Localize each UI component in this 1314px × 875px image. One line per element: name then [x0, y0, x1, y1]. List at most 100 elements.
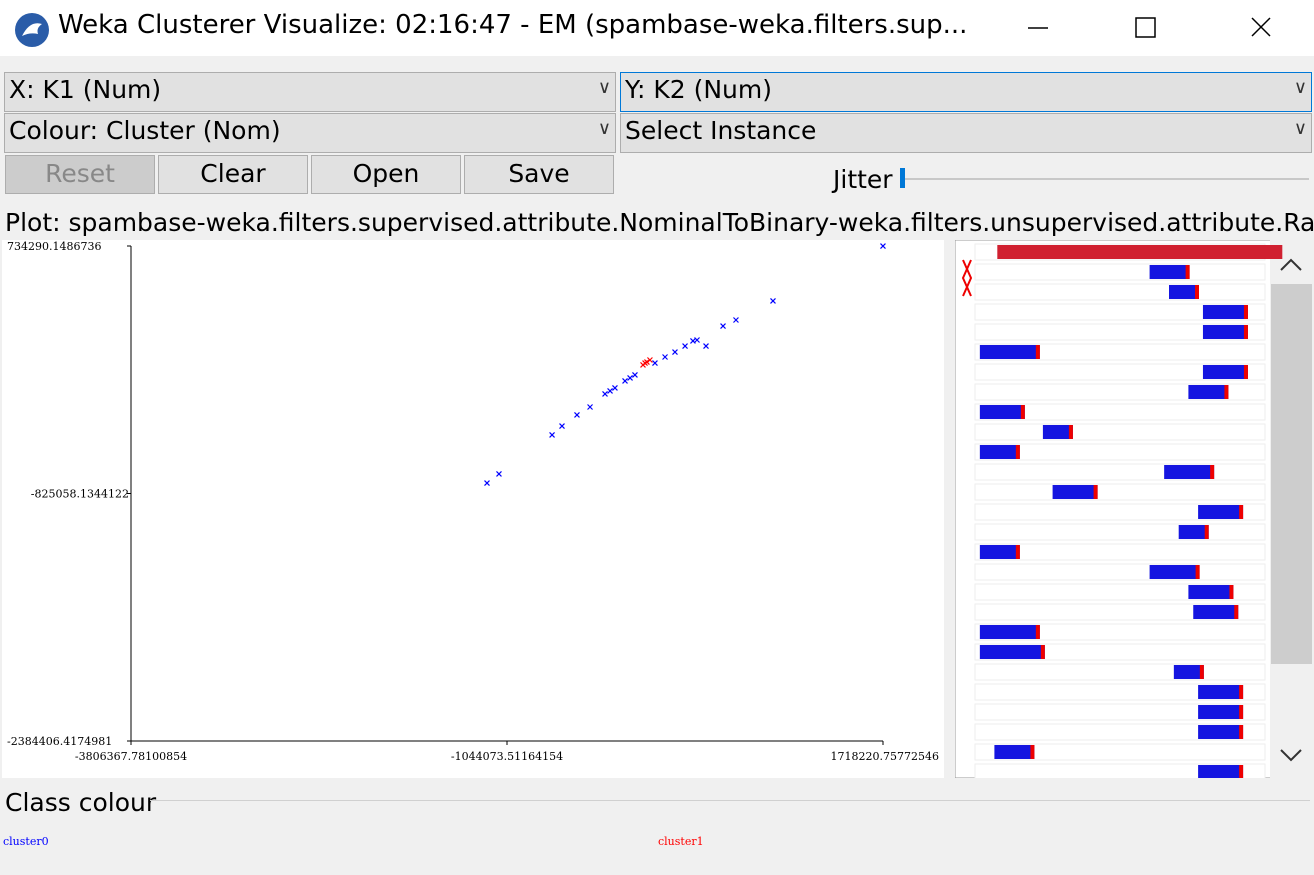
data-point: [484, 480, 490, 486]
strip-block: [979, 405, 1025, 419]
strip: [974, 763, 1266, 778]
data-point: [574, 411, 580, 418]
colour-select[interactable]: Colour: Cluster (Nom): [4, 113, 616, 153]
strip-edge: [1035, 345, 1040, 359]
attribute-panel: [955, 240, 1313, 778]
legend-panel: Class colour cluster0 cluster1: [0, 780, 1314, 875]
strip-block: [979, 445, 1020, 459]
strip: [974, 703, 1266, 721]
strip-block: [1202, 305, 1248, 319]
strip-edge: [1243, 305, 1248, 319]
reset-button[interactable]: Reset: [5, 155, 155, 194]
x-axis-select[interactable]: X: K1 (Num): [4, 72, 616, 112]
strip-block: [1188, 385, 1229, 399]
x-tick-label: -3806367.78100854: [75, 750, 187, 763]
strip-block: [979, 345, 1040, 359]
app-icon: [15, 13, 49, 47]
colour-text: Colour: Cluster (Nom): [9, 116, 281, 145]
data-point: [496, 471, 502, 477]
strip: [974, 723, 1266, 741]
strip-block: [979, 625, 1040, 639]
strip: [974, 663, 1266, 681]
strip-edge: [1015, 545, 1020, 559]
strip-block: [1202, 325, 1248, 339]
strip-block: [1042, 425, 1073, 439]
legend-entry[interactable]: cluster0: [3, 835, 49, 848]
x-axis-text: X: K1 (Num): [9, 75, 162, 104]
x-tick-label: -1044073.51164154: [451, 750, 563, 763]
clear-button[interactable]: Clear: [158, 155, 308, 194]
strip-edge: [1239, 705, 1244, 719]
strip-edge: [1239, 505, 1244, 519]
strip-edge: [1229, 585, 1234, 599]
strip-block: [997, 245, 1283, 259]
strip-edge: [1020, 405, 1025, 419]
data-point: [607, 388, 613, 394]
legend-entry[interactable]: cluster1: [658, 835, 704, 848]
title-bar: Weka Clusterer Visualize: 02:16:47 - EM …: [0, 0, 1314, 56]
strip: [974, 643, 1266, 661]
data-point: [703, 343, 709, 349]
strip-block: [1198, 725, 1244, 739]
strip: [974, 463, 1266, 481]
data-point: [690, 338, 696, 344]
strip: [974, 623, 1266, 641]
strip-edge: [1239, 685, 1244, 699]
y-axis-select[interactable]: Y: K2 (Num): [620, 72, 1312, 112]
x-tick-label: 1718220.75772546: [831, 750, 939, 763]
strip-block: [1198, 505, 1244, 519]
strip-block: [1198, 765, 1244, 778]
data-point: [627, 375, 633, 381]
open-button[interactable]: Open: [311, 155, 461, 194]
data-point: [652, 360, 658, 366]
strip-block: [994, 745, 1035, 759]
strip-block: [1169, 285, 1199, 299]
strip: [974, 343, 1266, 361]
strip-edge: [1035, 625, 1040, 639]
instance-text: Select Instance: [625, 116, 817, 145]
data-point: [622, 378, 628, 384]
scatter-plot[interactable]: -2384406.4174981 -825058.1344122 734290.14…: [2, 240, 944, 778]
strip: [974, 743, 1266, 761]
strip: [974, 483, 1266, 501]
y-axis-text: Y: K2 (Num): [625, 75, 772, 104]
jitter-thumb[interactable]: [900, 168, 905, 188]
data-point: [602, 391, 608, 397]
save-button[interactable]: Save: [464, 155, 614, 194]
data-point: [587, 404, 593, 410]
window-buttons[interactable]: [1010, 14, 1300, 42]
strip: [974, 543, 1266, 561]
y-tick-label: 734290.1486736: [7, 240, 101, 253]
strip-block: [979, 645, 1045, 659]
strip-edge: [1243, 325, 1248, 339]
strip-block: [1178, 525, 1209, 539]
strip-block: [1149, 265, 1190, 279]
plot-label: Plot: spambase-weka.filters.supervised.a…: [5, 208, 1314, 237]
strip: [974, 283, 1266, 301]
strip-block: [1173, 665, 1204, 679]
strip-block: [1198, 685, 1244, 699]
strip: [974, 423, 1266, 441]
strip: [974, 323, 1266, 341]
data-point: [880, 243, 886, 249]
strip-edge: [1068, 425, 1073, 439]
strip: [974, 563, 1266, 581]
strip-block: [1052, 485, 1098, 499]
instance-select[interactable]: Select Instance: [620, 113, 1312, 153]
data-point: [549, 431, 555, 438]
strip: [974, 303, 1266, 321]
strip-block: [1202, 365, 1248, 379]
strip-edge: [1030, 745, 1035, 759]
strip-edge: [1185, 265, 1190, 279]
jitter-label: Jitter: [833, 165, 893, 194]
strip: [974, 503, 1266, 521]
strip-edge: [1243, 365, 1248, 379]
data-point: [682, 343, 688, 349]
strip-block: [1164, 465, 1215, 479]
strip-edge: [1015, 445, 1020, 459]
jitter-track: [905, 178, 1309, 180]
strip: [974, 403, 1266, 421]
strip-edge: [1040, 645, 1045, 659]
strip-edge: [1195, 285, 1199, 299]
